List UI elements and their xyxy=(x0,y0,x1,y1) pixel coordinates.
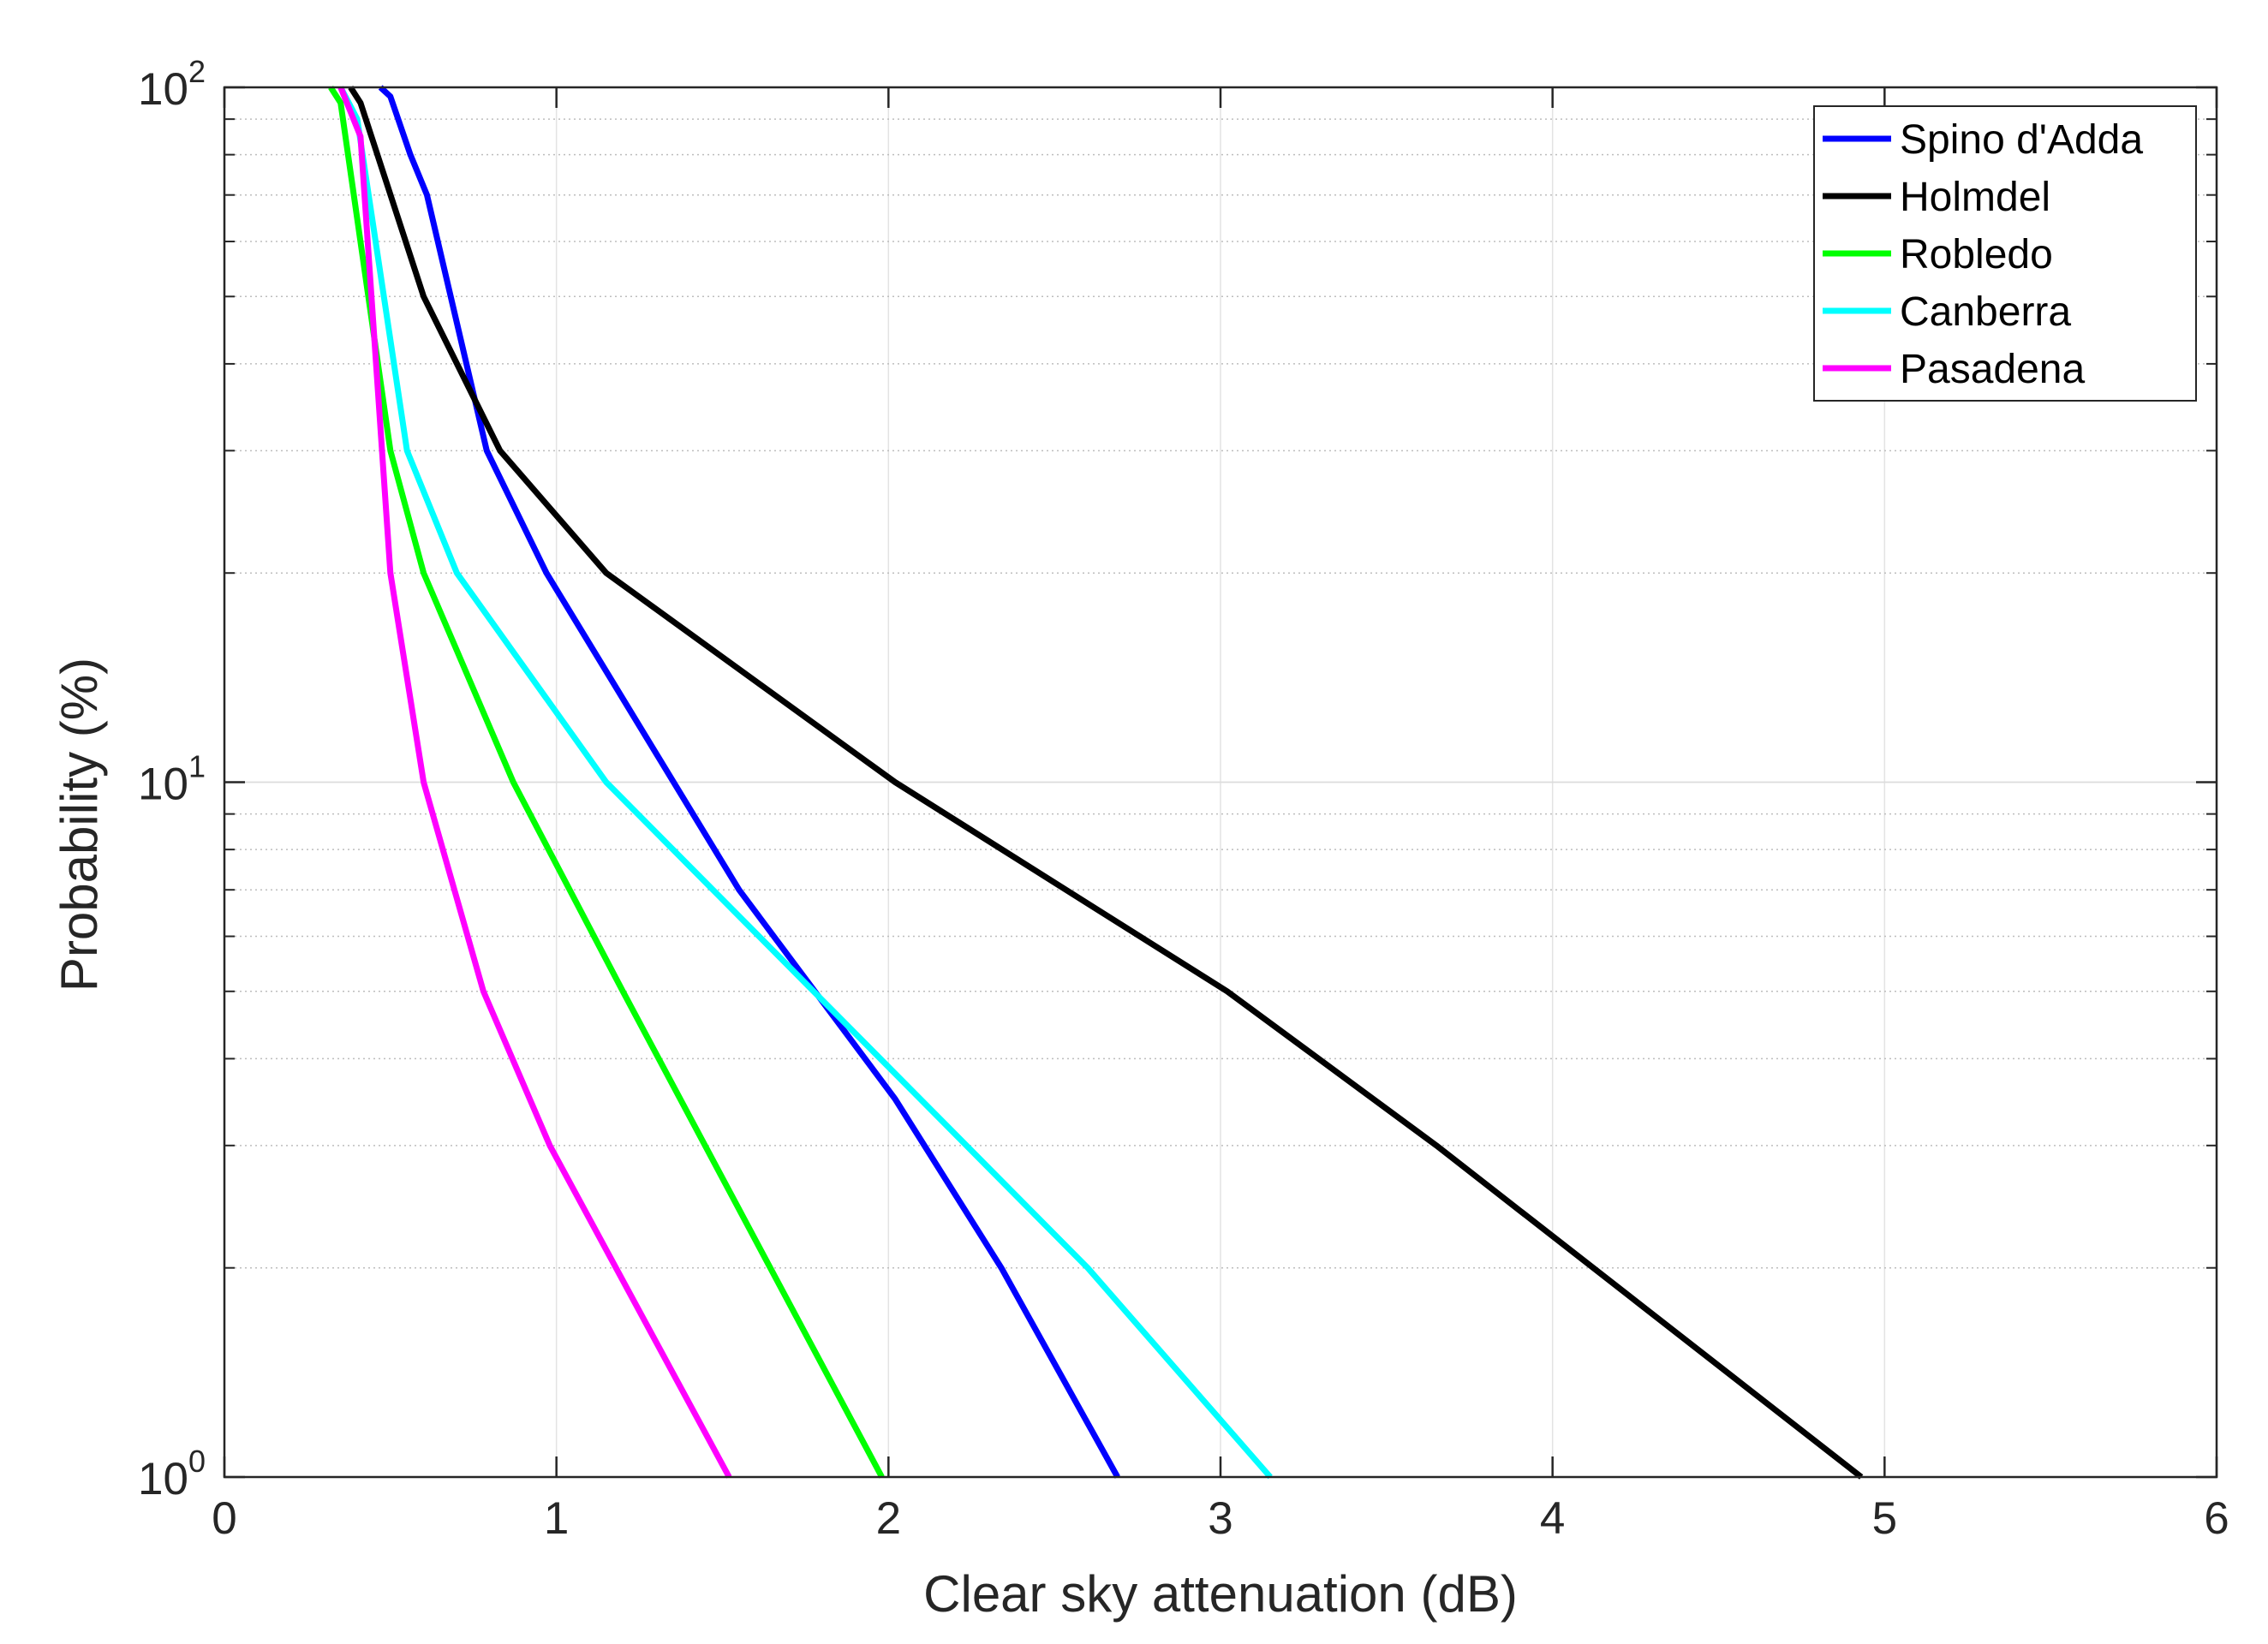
series-line-spino-d-adda xyxy=(378,85,1120,1479)
series-layer xyxy=(328,85,1864,1480)
x-tick-label: 0 xyxy=(212,1493,236,1544)
x-tick-label: 5 xyxy=(1872,1493,1897,1544)
legend-label: Spino d'Adda xyxy=(1900,117,2143,163)
series-line-canberra xyxy=(337,86,1273,1480)
ticks xyxy=(223,86,2218,1479)
legend-label: Canberra xyxy=(1900,289,2071,335)
y-tick-label: 101 xyxy=(138,749,206,810)
series-line-pasadena xyxy=(337,86,732,1479)
legend-label: Holmdel xyxy=(1900,175,2050,220)
x-tick-label: 2 xyxy=(876,1493,901,1544)
x-tick-label: 6 xyxy=(2204,1493,2229,1544)
y-axis-title: Probability (%) xyxy=(51,658,108,992)
y-tick-label: 102 xyxy=(138,54,206,115)
x-tick-label: 4 xyxy=(1540,1493,1565,1544)
y-tick-label: 100 xyxy=(138,1444,206,1504)
tick-labels: 0 1 2 3 4 5 6 100 101 102 xyxy=(138,54,2229,1544)
series-line-holmdel xyxy=(348,86,1864,1480)
legend-label: Pasadena xyxy=(1900,347,2085,392)
legend-label: Robledo xyxy=(1900,232,2053,277)
series-line-robledo xyxy=(328,86,885,1479)
x-tick-label: 3 xyxy=(1208,1493,1232,1544)
x-axis-title: Clear sky attenuation (dB) xyxy=(923,1565,1518,1623)
x-tick-label: 1 xyxy=(544,1493,569,1544)
legend: Spino d'Adda Holmdel Robledo Canberra Pasade… xyxy=(1813,105,2197,402)
